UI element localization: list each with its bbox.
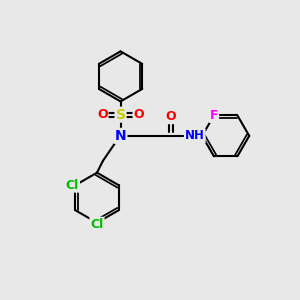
Text: S: S: [116, 108, 126, 122]
Text: N: N: [115, 129, 126, 143]
Text: F: F: [210, 109, 218, 122]
Text: NH: NH: [185, 129, 205, 142]
Text: O: O: [97, 108, 108, 121]
Text: O: O: [165, 110, 176, 123]
Text: Cl: Cl: [66, 179, 79, 192]
Text: Cl: Cl: [90, 218, 104, 231]
Text: O: O: [134, 108, 144, 121]
